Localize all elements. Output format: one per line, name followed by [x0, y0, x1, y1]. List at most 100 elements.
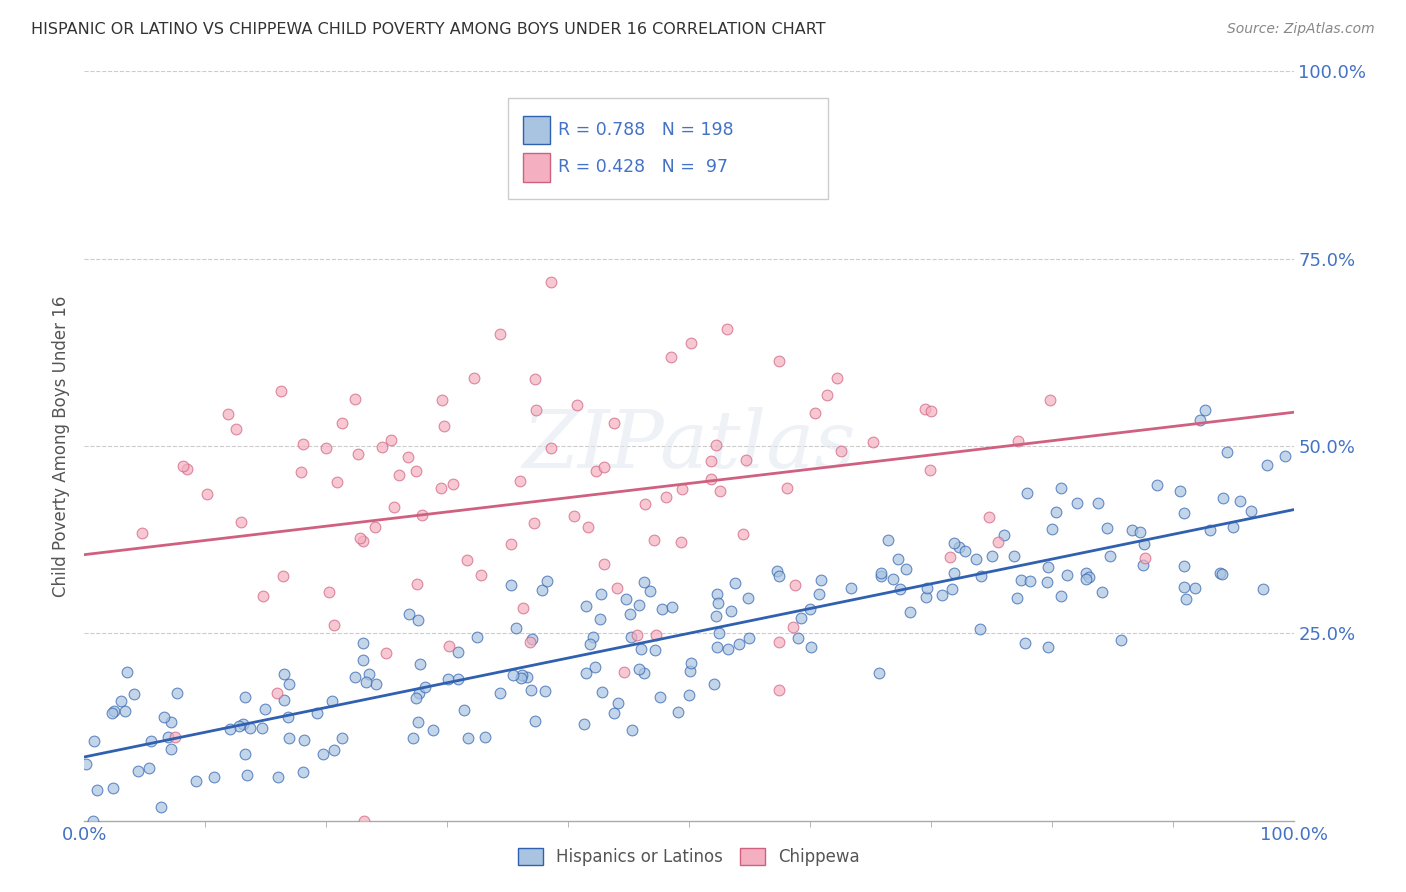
Point — [870, 566, 893, 581]
Point — [765, 564, 787, 578]
Point — [644, 642, 666, 657]
Point — [768, 635, 790, 649]
Point — [413, 680, 436, 694]
Text: R = 0.788   N = 198: R = 0.788 N = 198 — [558, 120, 734, 139]
Point — [606, 581, 628, 595]
Point — [679, 665, 702, 679]
Point — [1121, 523, 1143, 537]
Point — [790, 611, 813, 625]
Point — [150, 799, 173, 814]
Point — [277, 677, 299, 691]
Point — [1216, 444, 1239, 458]
Point — [510, 667, 533, 681]
Point — [700, 454, 723, 468]
Point — [457, 731, 479, 745]
Point — [236, 768, 259, 782]
Point — [666, 705, 689, 719]
Point — [219, 723, 242, 737]
Point — [1019, 574, 1042, 588]
Point — [862, 434, 884, 449]
Point — [738, 632, 761, 646]
Point — [323, 618, 346, 632]
Point — [366, 677, 388, 691]
Point — [184, 774, 207, 789]
Point — [804, 406, 827, 420]
Point — [572, 717, 595, 731]
Point — [787, 631, 810, 645]
Point — [987, 535, 1010, 549]
Point — [808, 587, 831, 601]
Point — [941, 582, 963, 596]
Point — [593, 557, 616, 571]
Point — [271, 569, 294, 583]
FancyBboxPatch shape — [508, 97, 828, 199]
Point — [734, 453, 756, 467]
Point — [915, 590, 938, 604]
Point — [488, 686, 510, 700]
Point — [768, 683, 790, 698]
Point — [1133, 537, 1156, 551]
Point — [315, 442, 337, 456]
Point — [501, 577, 523, 591]
Point — [357, 667, 380, 681]
Point — [728, 637, 751, 651]
Point — [138, 761, 160, 775]
Point — [380, 433, 402, 447]
Point — [592, 460, 614, 475]
Point — [614, 591, 637, 606]
Point — [406, 714, 429, 729]
Point — [648, 690, 671, 704]
Point — [1010, 573, 1032, 587]
Point — [671, 482, 693, 496]
Point — [868, 666, 890, 681]
Point — [619, 607, 641, 621]
Point — [634, 498, 657, 512]
Point — [638, 584, 661, 599]
Point — [330, 417, 353, 431]
Point — [1039, 393, 1062, 408]
Point — [886, 551, 908, 566]
Point — [1036, 574, 1059, 589]
Point — [512, 600, 534, 615]
Point — [1005, 591, 1028, 605]
Legend: Hispanics or Latinos, Chippewa: Hispanics or Latinos, Chippewa — [517, 848, 860, 866]
Text: HISPANIC OR LATINO VS CHIPPEWA CHILD POVERTY AMONG BOYS UNDER 16 CORRELATION CHA: HISPANIC OR LATINO VS CHIPPEWA CHILD POV… — [31, 22, 825, 37]
Point — [969, 622, 991, 636]
Point — [408, 657, 430, 671]
Point — [398, 607, 420, 621]
Point — [453, 703, 475, 717]
Point — [344, 670, 367, 684]
Text: R = 0.428   N =  97: R = 0.428 N = 97 — [558, 158, 728, 177]
Y-axis label: Child Poverty Among Boys Under 16: Child Poverty Among Boys Under 16 — [52, 295, 70, 597]
Point — [520, 682, 543, 697]
Point — [197, 486, 219, 500]
Point — [436, 672, 458, 686]
Point — [101, 706, 124, 720]
Point — [1099, 549, 1122, 564]
Point — [830, 444, 852, 458]
Point — [516, 670, 538, 684]
Point — [502, 668, 524, 682]
Point — [815, 388, 838, 402]
Point — [1074, 572, 1097, 586]
Point — [456, 553, 478, 567]
Point — [1146, 478, 1168, 492]
Point — [353, 814, 375, 828]
Point — [564, 508, 586, 523]
Point — [894, 562, 917, 576]
Point — [326, 475, 349, 489]
Point — [509, 474, 531, 488]
Point — [1066, 495, 1088, 509]
Point — [406, 577, 429, 591]
Point — [83, 734, 105, 748]
Point — [1188, 413, 1211, 427]
Point — [405, 464, 427, 478]
Point — [620, 723, 643, 737]
Point — [768, 569, 790, 583]
Point — [1091, 584, 1114, 599]
Point — [724, 576, 747, 591]
Point — [1133, 551, 1156, 566]
Point — [1014, 636, 1036, 650]
Point — [267, 770, 290, 784]
Point — [613, 665, 636, 679]
